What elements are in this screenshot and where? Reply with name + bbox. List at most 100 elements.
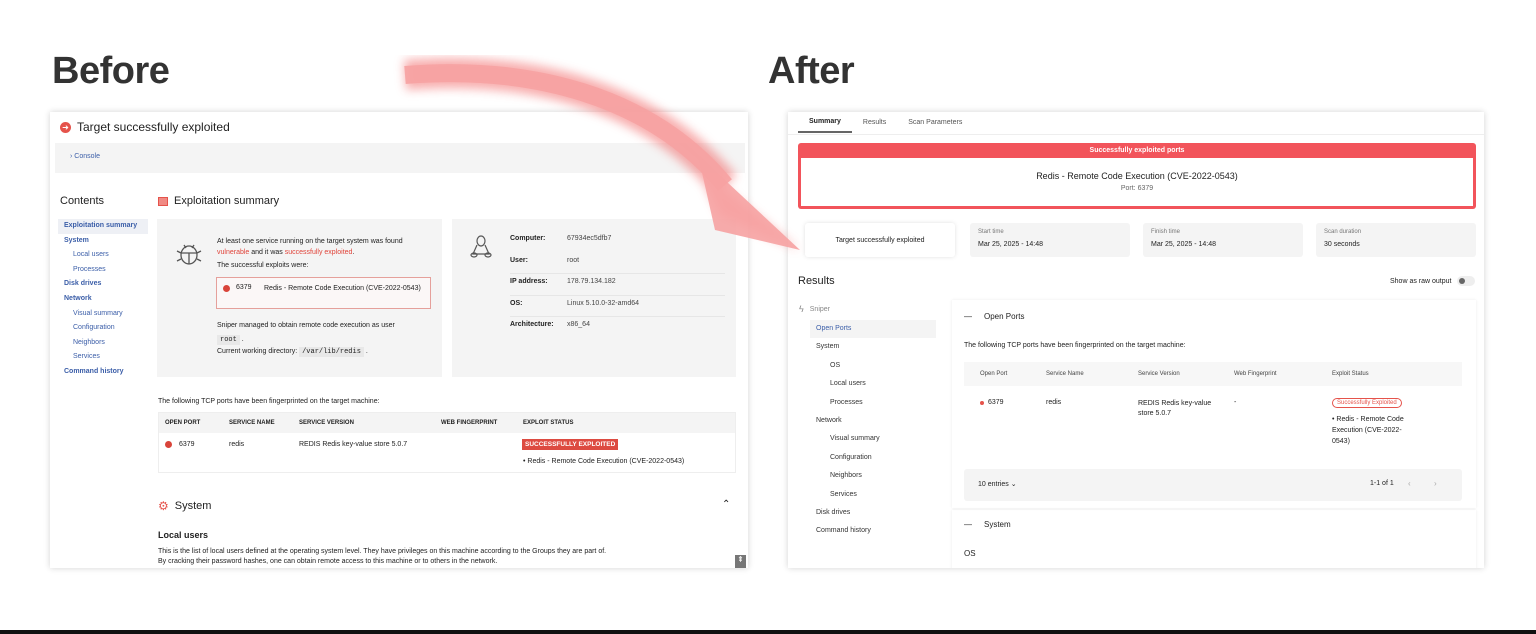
raw-output-label: Show as raw output bbox=[1390, 277, 1452, 285]
page-title: Target successfully exploited bbox=[77, 120, 230, 134]
cell-port: 6379 bbox=[179, 441, 195, 448]
lightning-icon: ϟ bbox=[799, 304, 804, 314]
results-nav-item[interactable]: Local users bbox=[830, 380, 866, 388]
cell-port: 6379 bbox=[988, 399, 1004, 406]
pagination-info: 1-1 of 1 bbox=[1370, 480, 1394, 487]
exploits-label: The successful exploits were: bbox=[217, 262, 309, 269]
system-card: — System OS bbox=[952, 510, 1476, 568]
prev-page-icon[interactable]: ‹ bbox=[1408, 479, 1411, 488]
stat-value: Mar 25, 2025 - 14:48 bbox=[978, 241, 1043, 248]
cell-version: REDIS Redis key-value store 5.0.7 bbox=[1138, 400, 1212, 417]
before-label: Before bbox=[52, 50, 170, 92]
contents-nav-item[interactable]: Exploitation summary bbox=[58, 219, 148, 234]
open-ports-heading: Open Ports bbox=[984, 312, 1025, 321]
raw-output-toggle[interactable] bbox=[1457, 276, 1476, 286]
console-bar[interactable]: › Console bbox=[55, 143, 745, 173]
contents-nav-item[interactable]: Neighbors bbox=[73, 338, 105, 346]
results-nav-item[interactable]: Visual summary bbox=[830, 435, 880, 443]
system-info-row: OS: Linux 5.10.0-32-amd64 bbox=[510, 296, 725, 317]
chevron-down-icon: ⌄ bbox=[1010, 481, 1017, 488]
bug-icon bbox=[176, 244, 202, 265]
results-nav-item[interactable]: Command history bbox=[816, 527, 871, 535]
local-users-description: This is the list of local users defined … bbox=[158, 548, 607, 565]
stat-label: Finish time bbox=[1151, 229, 1181, 235]
collapse-icon[interactable]: — bbox=[964, 520, 972, 529]
after-label: After bbox=[768, 50, 855, 92]
results-nav-item[interactable]: Neighbors bbox=[830, 472, 862, 480]
info-value: x86_64 bbox=[567, 321, 590, 328]
ports-intro: The following TCP ports have been finger… bbox=[158, 398, 380, 405]
column-header: WEB FINGERPRINT bbox=[441, 420, 498, 426]
tab-bar: Summary Results Scan Parameters bbox=[798, 118, 973, 133]
system-info-row: Architecture: x86_64 bbox=[510, 317, 725, 339]
chevron-up-icon[interactable]: ⌃ bbox=[722, 499, 731, 510]
cell-version: REDIS Redis key-value store 5.0.7 bbox=[299, 441, 408, 448]
scroll-top-button[interactable]: ⇞ bbox=[735, 555, 746, 568]
rce-text: Sniper managed to obtain remote code exe… bbox=[217, 322, 395, 345]
results-nav-item[interactable]: Network bbox=[816, 416, 842, 424]
column-header: Service Version bbox=[1138, 371, 1180, 377]
stat-value: Mar 25, 2025 - 14:48 bbox=[1151, 241, 1216, 248]
cell-service: redis bbox=[229, 441, 245, 448]
info-label: OS: bbox=[510, 299, 523, 307]
cell-fingerprint: - bbox=[1234, 399, 1237, 406]
results-nav-item[interactable]: Configuration bbox=[830, 453, 872, 461]
stat-card: Scan duration 30 seconds bbox=[1316, 223, 1476, 257]
system-info-row: IP address: 178.79.134.182 bbox=[510, 274, 725, 296]
column-header: Service Name bbox=[1046, 371, 1084, 377]
results-nav: Open Ports System OS Local users Processes Ne… bbox=[810, 320, 936, 541]
local-users-heading: Local users bbox=[158, 530, 209, 540]
info-label: User: bbox=[510, 256, 528, 264]
results-nav-item[interactable]: Services bbox=[830, 490, 857, 498]
contents-nav-item[interactable]: Services bbox=[73, 353, 100, 361]
banner-title: Successfully exploited ports bbox=[1089, 147, 1185, 154]
contents-nav-item[interactable]: System bbox=[64, 236, 89, 244]
tool-name: Sniper bbox=[809, 305, 830, 313]
system-info-card: Computer: 67934ec5dfb7 User: root IP address… bbox=[452, 219, 736, 377]
results-nav-item[interactable]: Processes bbox=[830, 398, 863, 406]
tab-scan-parameters[interactable]: Scan Parameters bbox=[908, 119, 963, 126]
os-heading: OS bbox=[964, 549, 976, 558]
exploit-list-item: • Redis - Remote Code Execution (CVE-202… bbox=[1332, 416, 1404, 445]
contents-nav-item[interactable]: Configuration bbox=[73, 324, 115, 332]
collapse-icon[interactable]: — bbox=[964, 312, 972, 321]
console-toggle[interactable]: › Console bbox=[70, 153, 100, 160]
results-nav-item[interactable]: Open Ports bbox=[810, 320, 936, 339]
linux-penguin-icon bbox=[470, 235, 492, 258]
stat-label: Scan duration bbox=[1324, 229, 1362, 235]
info-label: Architecture: bbox=[510, 321, 554, 328]
results-nav-item[interactable]: OS bbox=[830, 361, 841, 369]
exploit-status-badge: Successfully Exploited bbox=[1332, 398, 1402, 408]
contents-nav: Exploitation summary System Local users Pro… bbox=[58, 219, 148, 380]
system-info-row: Computer: 67934ec5dfb7 bbox=[510, 231, 725, 253]
contents-nav-item[interactable]: Disk drives bbox=[64, 280, 102, 288]
bottom-border bbox=[0, 630, 1536, 634]
ports-intro: The following TCP ports have been finger… bbox=[964, 342, 1186, 349]
table-footer: 10 entries ⌄ 1-1 of 1 ‹ › bbox=[964, 469, 1462, 501]
contents-nav-item[interactable]: Network bbox=[64, 294, 92, 302]
column-header: Open Port bbox=[980, 371, 1008, 377]
exploited-ports-banner: Successfully exploited ports Redis - Rem… bbox=[798, 143, 1476, 209]
tab-summary[interactable]: Summary bbox=[798, 118, 852, 133]
contents-nav-item[interactable]: Processes bbox=[73, 265, 106, 273]
contents-nav-item[interactable]: Command history bbox=[64, 367, 124, 375]
contents-nav-item[interactable]: Visual summary bbox=[73, 309, 123, 317]
contents-nav-item[interactable]: Local users bbox=[73, 251, 109, 259]
cell-service: redis bbox=[1046, 399, 1062, 406]
contents-heading: Contents bbox=[60, 195, 105, 207]
column-header: OPEN PORT bbox=[165, 420, 201, 426]
stat-card: Start time Mar 25, 2025 - 14:48 bbox=[970, 223, 1130, 257]
exploitation-summary-heading: Exploitation summary bbox=[174, 195, 280, 207]
entries-select[interactable]: 10 entries ⌄ bbox=[978, 481, 1017, 488]
exploit-summary-card: At least one service running on the targ… bbox=[157, 219, 442, 377]
exploit-intro: At least one service running on the targ… bbox=[217, 238, 403, 256]
tab-results[interactable]: Results bbox=[862, 119, 887, 126]
system-info-list: Computer: 67934ec5dfb7 User: root IP address… bbox=[510, 231, 725, 339]
status-dot bbox=[980, 401, 984, 405]
results-nav-item[interactable]: System bbox=[816, 343, 840, 351]
exploit-item: 6379 Redis - Remote Code Execution (CVE-… bbox=[216, 277, 431, 309]
results-nav-item[interactable]: Disk drives bbox=[816, 508, 851, 516]
ports-table: 6379 redis REDIS Redis key-value store 5… bbox=[158, 412, 736, 473]
column-header: Exploit Status bbox=[1332, 371, 1369, 377]
next-page-icon[interactable]: › bbox=[1434, 479, 1437, 488]
